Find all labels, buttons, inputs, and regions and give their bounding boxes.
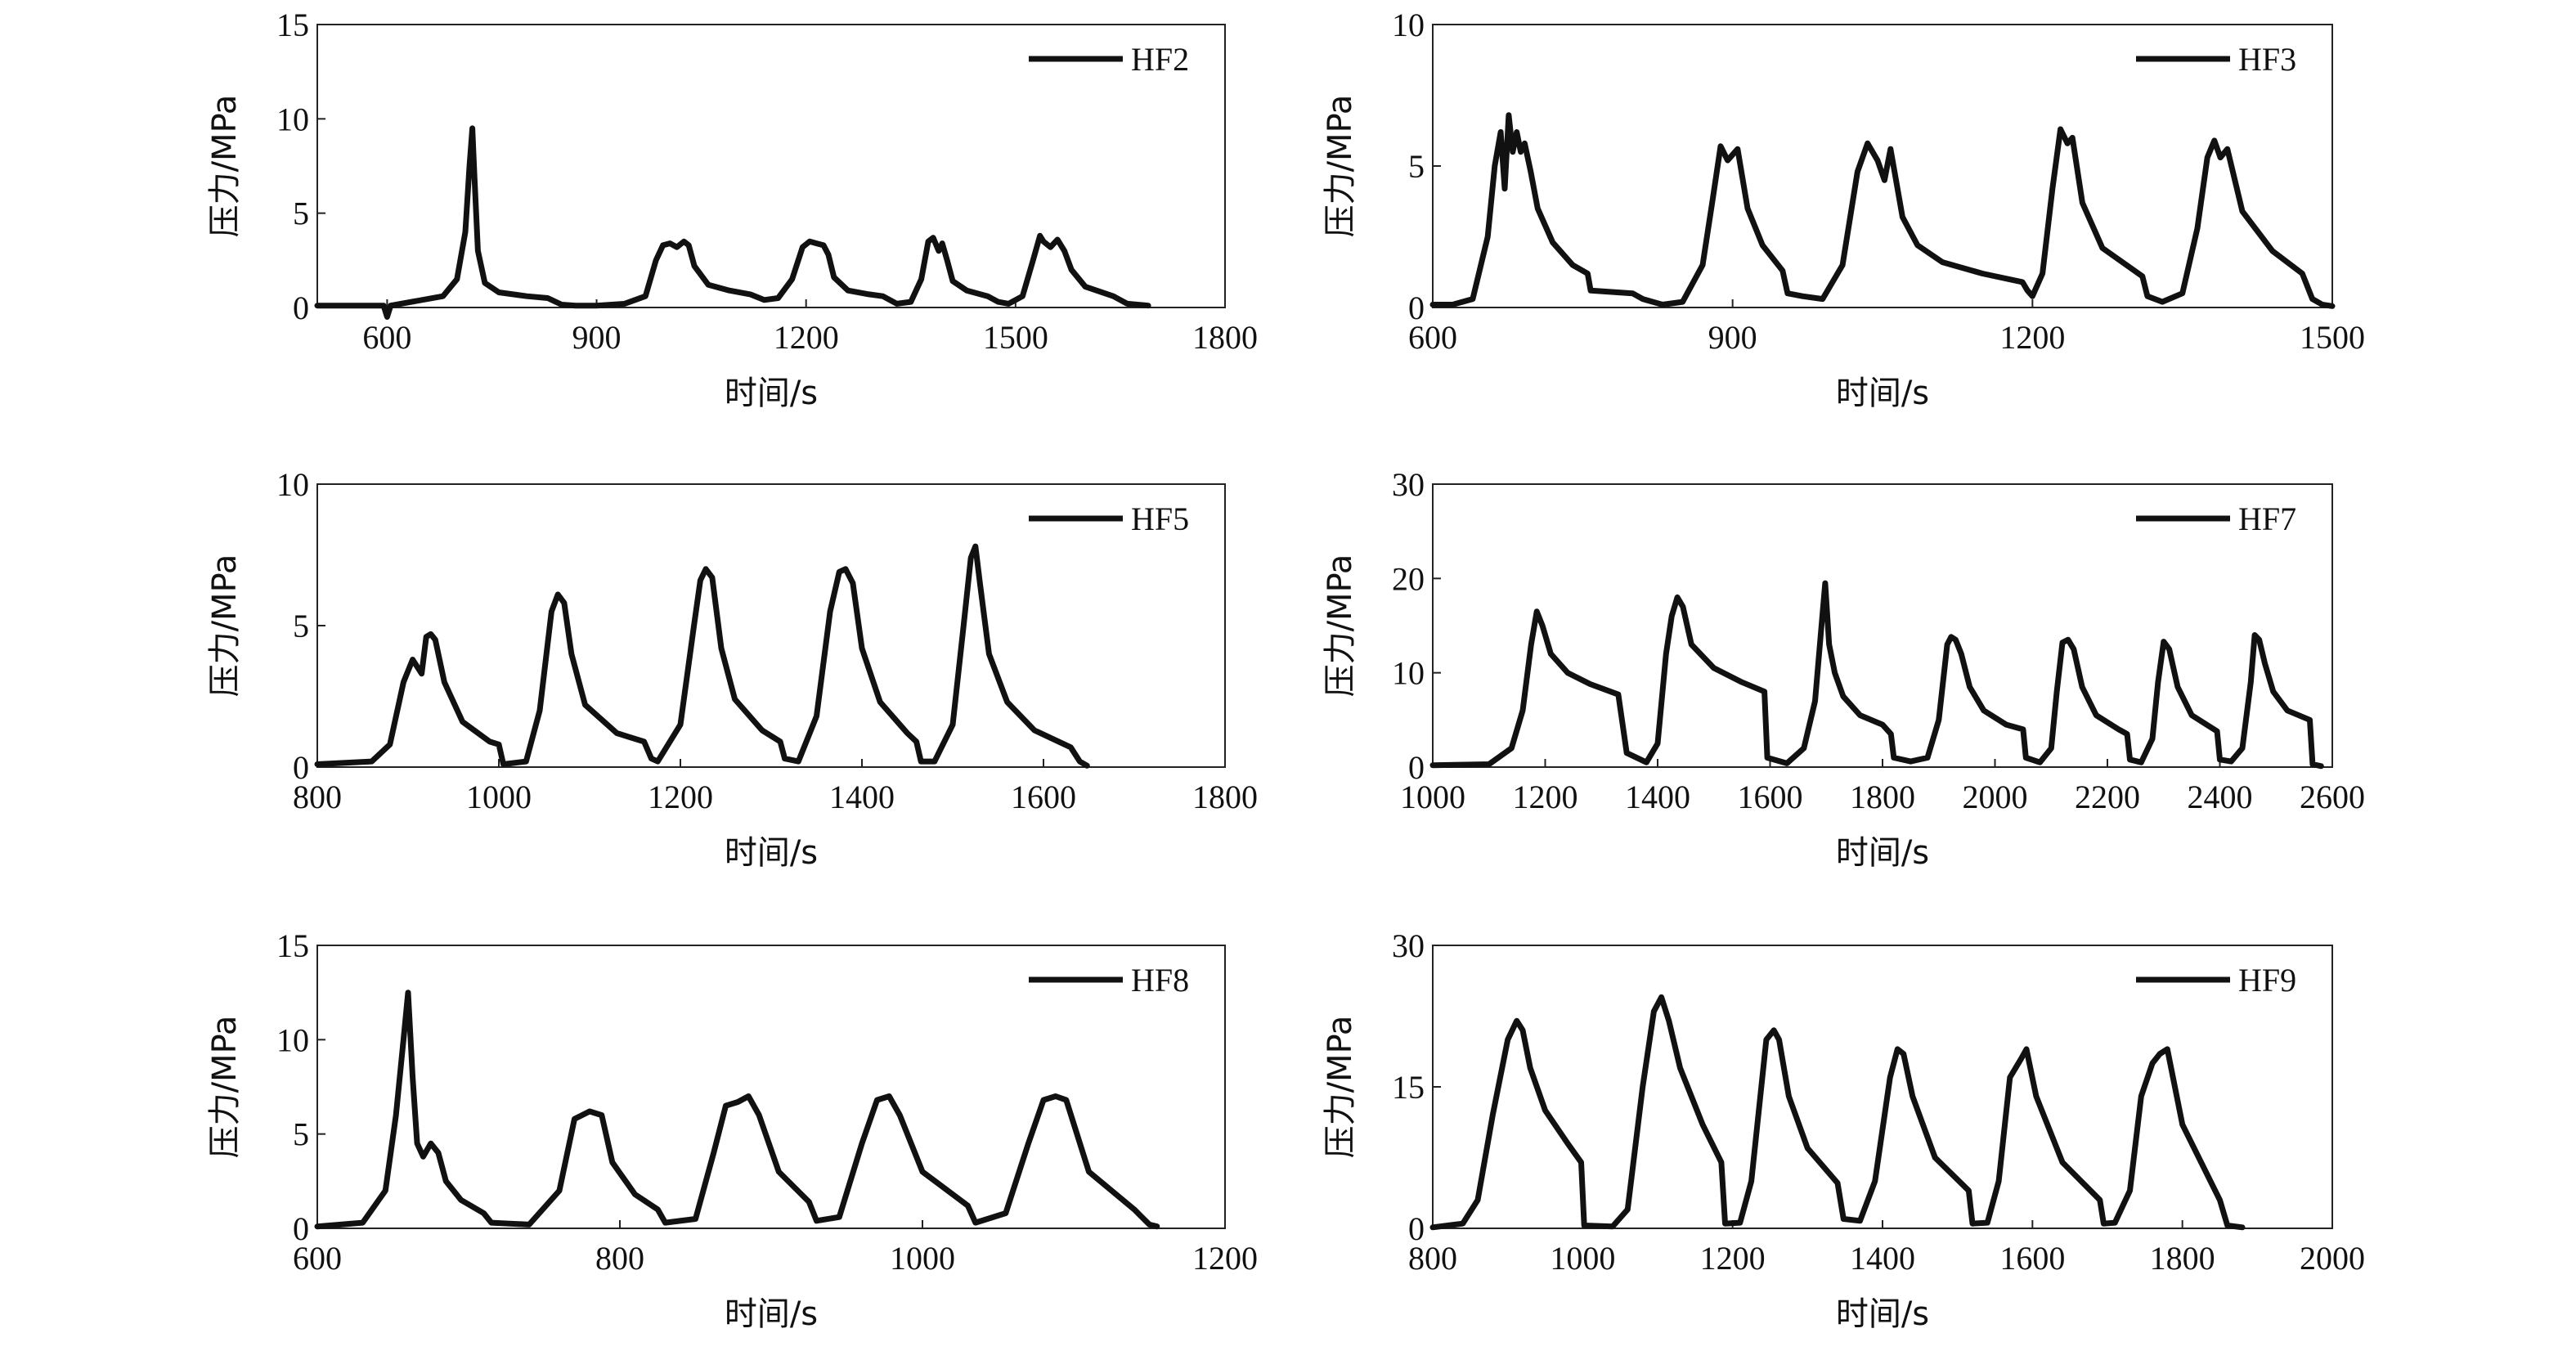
- x-tick-label: 1200: [1999, 319, 2065, 356]
- x-tick-label: 900: [572, 319, 622, 356]
- y-axis-label: 压力/MPa: [206, 554, 244, 698]
- x-tick-label: 800: [595, 1240, 644, 1277]
- x-tick-label: 800: [1408, 1240, 1457, 1277]
- y-tick-label: 0: [293, 749, 309, 786]
- legend-label: HF5: [1131, 500, 1189, 537]
- x-tick-label: 1000: [466, 779, 532, 815]
- legend-label: HF9: [2238, 962, 2296, 999]
- y-tick-label: 10: [276, 1021, 309, 1058]
- series-line-hf8: [314, 990, 1160, 1230]
- y-tick-label: 5: [293, 1116, 309, 1153]
- x-tick-label: 900: [1708, 319, 1757, 356]
- series-line-hf2: [314, 125, 1151, 320]
- x-tick-label: 1000: [1400, 779, 1465, 815]
- plot-frame: [1432, 945, 2333, 1229]
- y-tick-label: 0: [1408, 749, 1425, 786]
- x-tick-label: 1400: [1850, 1240, 1915, 1277]
- y-tick-label: 20: [1392, 560, 1425, 597]
- series-line-hf7: [1429, 580, 2324, 770]
- plot-frame: [316, 483, 1226, 768]
- legend-label: HF2: [1131, 41, 1189, 78]
- chart-panel-5: 600 800 1000 1200 0 5 10 15 时间/s 压力/MPa HF8: [206, 927, 1258, 1333]
- chart-panel-4: 1000 1200 1400 1600 1800 2000 2200 2400 2600 0 10 2…: [1322, 466, 2365, 872]
- x-tick-label: 1200: [648, 779, 713, 815]
- y-tick-label: 15: [1392, 1069, 1425, 1106]
- y-axis-label: 压力/MPa: [1322, 1016, 1359, 1159]
- y-axis-label: 压力/MPa: [1322, 95, 1359, 238]
- y-tick-label: 15: [276, 927, 309, 964]
- x-tick-label: 1600: [1738, 779, 1803, 815]
- y-tick-label: 0: [293, 1210, 309, 1247]
- chart-panel-3: 800 1000 1200 1400 1600 1800 0 5 10 时间/s 压力/MPa HF5: [206, 466, 1258, 872]
- series-line-hf3: [1429, 112, 2336, 309]
- x-tick-label: 1200: [774, 319, 839, 356]
- y-tick-label: 10: [276, 466, 309, 503]
- y-tick-label: 5: [293, 195, 309, 232]
- x-tick-label: 1400: [829, 779, 895, 815]
- y-axis-label: 压力/MPa: [206, 95, 244, 238]
- series-line-hf9: [1429, 994, 2246, 1231]
- x-tick-label: 2400: [2188, 779, 2253, 815]
- x-axis-label: 时间/s: [1836, 834, 1929, 872]
- chart-panel-6: 800 1000 1200 1400 1600 1800 2000 0 15 30 时间/s 压力/M…: [1322, 927, 2365, 1333]
- chart-panel-1: 600 900 1200 1500 1800 0 5 10 15 时间/s 压力/MPa HF2: [206, 7, 1258, 412]
- x-tick-label: 1800: [1192, 779, 1258, 815]
- y-axis-label: 压力/MPa: [1322, 554, 1359, 698]
- y-tick-label: 5: [293, 608, 309, 644]
- x-tick-label: 600: [1408, 319, 1457, 356]
- x-tick-label: 600: [362, 319, 411, 356]
- plot-frame: [316, 945, 1226, 1229]
- y-tick-label: 10: [1392, 7, 1425, 43]
- y-tick-label: 30: [1392, 466, 1425, 503]
- x-tick-label: 1000: [1550, 1240, 1615, 1277]
- x-tick-label: 2000: [2300, 1240, 2365, 1277]
- legend-label: HF8: [1131, 962, 1189, 999]
- x-tick-label: 1800: [1850, 779, 1915, 815]
- y-axis-label: 压力/MPa: [206, 1016, 244, 1159]
- plot-frame: [316, 24, 1226, 308]
- x-axis-label: 时间/s: [725, 375, 818, 412]
- legend-label: HF7: [2238, 500, 2296, 537]
- x-tick-label: 1600: [1011, 779, 1076, 815]
- y-tick-label: 0: [1408, 1210, 1425, 1247]
- x-tick-label: 1600: [1999, 1240, 2065, 1277]
- x-tick-label: 1500: [983, 319, 1048, 356]
- y-tick-label: 0: [293, 290, 309, 326]
- y-tick-label: 0: [1408, 290, 1425, 326]
- x-tick-label: 1400: [1625, 779, 1690, 815]
- x-tick-label: 600: [293, 1240, 342, 1277]
- x-tick-label: 800: [293, 779, 342, 815]
- x-tick-label: 2600: [2300, 779, 2365, 815]
- legend-label: HF3: [2238, 41, 2296, 78]
- y-tick-label: 10: [1392, 655, 1425, 692]
- y-tick-label: 10: [276, 101, 309, 137]
- x-tick-label: 1200: [1513, 779, 1578, 815]
- x-tick-label: 1000: [890, 1240, 955, 1277]
- y-tick-label: 5: [1408, 148, 1425, 185]
- chart-panel-2: 600 900 1200 1500 0 5 10 时间/s 压力/MPa HF3: [1322, 7, 2365, 412]
- x-tick-label: 1200: [1700, 1240, 1766, 1277]
- y-tick-label: 30: [1392, 927, 1425, 964]
- x-axis-label: 时间/s: [1836, 1295, 1929, 1333]
- x-axis-label: 时间/s: [1836, 375, 1929, 412]
- x-tick-label: 1800: [2150, 1240, 2215, 1277]
- x-axis-label: 时间/s: [725, 834, 818, 872]
- series-line-hf5: [314, 543, 1090, 769]
- x-tick-label: 1200: [1192, 1240, 1258, 1277]
- x-tick-label: 1500: [2300, 319, 2365, 356]
- x-tick-label: 1800: [1192, 319, 1258, 356]
- y-tick-label: 15: [276, 7, 309, 43]
- x-tick-label: 2200: [2075, 779, 2140, 815]
- x-axis-label: 时间/s: [725, 1295, 818, 1333]
- x-tick-label: 2000: [1963, 779, 2028, 815]
